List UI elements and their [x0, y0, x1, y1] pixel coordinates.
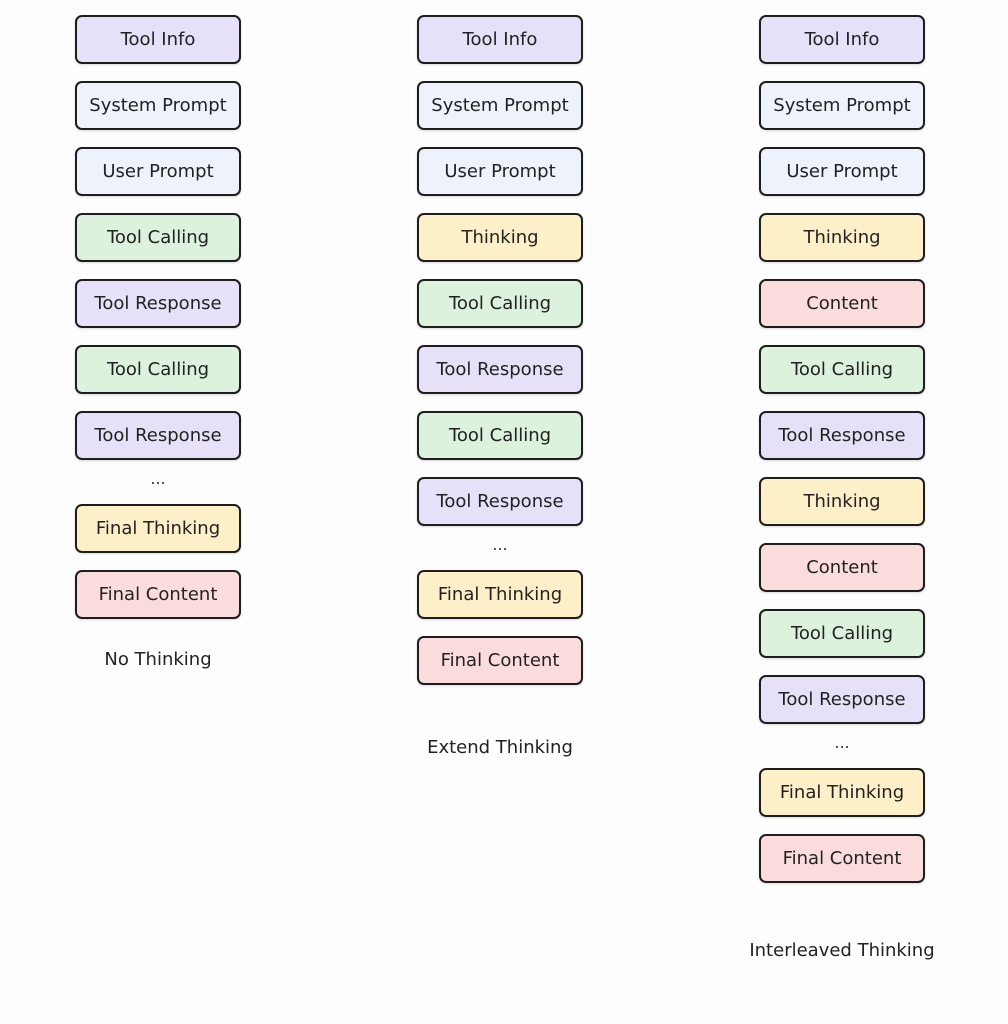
- tool-info-block: Tool Info: [75, 15, 241, 64]
- column-no-thinking: Tool Info System Prompt User Prompt Tool Ca…: [75, 15, 241, 670]
- tool-calling-block: Tool Calling: [75, 213, 241, 262]
- final-content-block: Final Content: [75, 570, 241, 619]
- tool-response-block: Tool Response: [75, 279, 241, 328]
- ellipsis: ...: [492, 535, 508, 554]
- ellipsis: ...: [834, 733, 850, 752]
- tool-response-block: Tool Response: [417, 477, 583, 526]
- content-block: Content: [759, 543, 925, 592]
- system-prompt-block: System Prompt: [417, 81, 583, 130]
- column-label: No Thinking: [104, 649, 212, 670]
- final-content-block: Final Content: [759, 834, 925, 883]
- thinking-block: Thinking: [417, 213, 583, 262]
- tool-response-block: Tool Response: [759, 411, 925, 460]
- tool-response-block: Tool Response: [759, 675, 925, 724]
- thinking-block: Thinking: [759, 213, 925, 262]
- user-prompt-block: User Prompt: [417, 147, 583, 196]
- tool-info-block: Tool Info: [417, 15, 583, 64]
- tool-calling-block: Tool Calling: [759, 609, 925, 658]
- column-label: Extend Thinking: [427, 737, 573, 758]
- tool-calling-block: Tool Calling: [417, 279, 583, 328]
- column-extend-thinking: Tool Info System Prompt User Prompt Thinkin…: [417, 15, 583, 758]
- user-prompt-block: User Prompt: [75, 147, 241, 196]
- tool-calling-block: Tool Calling: [417, 411, 583, 460]
- tool-calling-block: Tool Calling: [759, 345, 925, 394]
- final-content-block: Final Content: [417, 636, 583, 685]
- tool-info-block: Tool Info: [759, 15, 925, 64]
- user-prompt-block: User Prompt: [759, 147, 925, 196]
- ellipsis: ...: [150, 469, 166, 488]
- system-prompt-block: System Prompt: [759, 81, 925, 130]
- tool-response-block: Tool Response: [417, 345, 583, 394]
- final-thinking-block: Final Thinking: [759, 768, 925, 817]
- thinking-block: Thinking: [759, 477, 925, 526]
- final-thinking-block: Final Thinking: [417, 570, 583, 619]
- column-interleaved-thinking: Tool Info System Prompt User Prompt Thinkin…: [749, 15, 935, 961]
- final-thinking-block: Final Thinking: [75, 504, 241, 553]
- tool-response-block: Tool Response: [75, 411, 241, 460]
- column-label: Interleaved Thinking: [749, 940, 935, 961]
- content-block: Content: [759, 279, 925, 328]
- tool-calling-block: Tool Calling: [75, 345, 241, 394]
- system-prompt-block: System Prompt: [75, 81, 241, 130]
